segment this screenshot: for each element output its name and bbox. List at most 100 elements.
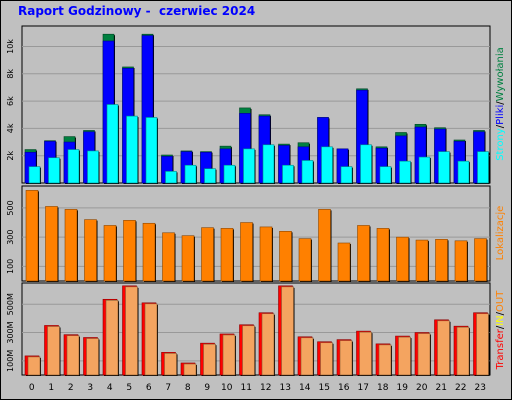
bar-strony-fill [28, 166, 41, 184]
y-tick-label: 6k [6, 96, 15, 106]
bar-transfer-out-fill [86, 338, 99, 376]
bar-lokalizacje-fill [240, 222, 253, 282]
bar-lokalizacje-fill [84, 219, 97, 282]
bar-lokalizacje [435, 239, 449, 282]
bar-strony-fill [399, 160, 411, 184]
bar-strony-fill [87, 150, 99, 184]
bar-strony-fill [145, 117, 158, 184]
x-tick-label: 21 [436, 383, 447, 393]
bar-lokalizacje [357, 225, 371, 282]
bar-lokalizacje-fill [454, 240, 468, 282]
bar-lokalizacje [64, 209, 78, 282]
bar-strony [106, 104, 119, 184]
bar-strony [67, 149, 80, 184]
bar-transfer-out-fill [27, 356, 41, 376]
bar-transfer-out-fill [144, 303, 158, 376]
bar-lokalizacje-fill [474, 238, 487, 282]
bar-transfer-out-fill [456, 326, 470, 376]
bar-strony-fill [243, 148, 255, 184]
bar-strony-fill [321, 146, 333, 184]
bar-lokalizacje-fill [396, 236, 409, 282]
bar-transfer-out-fill [47, 326, 60, 376]
bar-transfer-out [261, 313, 275, 376]
x-tick-label: 7 [165, 383, 171, 393]
bar-lokalizacje-fill [435, 239, 448, 282]
bar-lokalizacje [298, 238, 312, 282]
bar-lokalizacje-fill [415, 239, 429, 282]
bar-lokalizacje [396, 236, 410, 282]
bar-transfer-out [27, 356, 41, 376]
x-tick-label: 22 [455, 383, 466, 393]
legend-bottom-part: IN [495, 315, 506, 325]
bar-lokalizacje-fill [318, 209, 331, 282]
bar-strony [87, 150, 100, 184]
bar-strony [399, 160, 412, 184]
bar-lokalizacje-fill [259, 226, 273, 282]
bar-strony-fill [204, 168, 216, 184]
bar-lokalizacje [415, 239, 429, 282]
bar-strony [126, 115, 139, 184]
bar-transfer-out-fill [417, 333, 431, 376]
bar-lokalizacje [25, 190, 39, 282]
x-tick-label: 19 [397, 383, 409, 393]
bar-lokalizacje [454, 240, 468, 282]
bar-lokalizacje [45, 206, 59, 282]
bar-lokalizacje [162, 232, 176, 282]
bar-lokalizacje [240, 222, 254, 282]
bar-lokalizacje-fill [357, 225, 370, 282]
y-tick-label: 100M [6, 350, 15, 372]
legend-bottom-part: Transfer [495, 328, 506, 370]
bar-lokalizacje-fill [201, 227, 214, 282]
bar-transfer-out [86, 338, 100, 376]
bar-strony-fill [48, 157, 60, 184]
bar-strony-fill [106, 104, 119, 184]
bar-lokalizacje-fill [181, 235, 195, 282]
panel-bottom-frame [21, 282, 491, 376]
bar-transfer-out [281, 286, 295, 376]
bar-lokalizacje-fill [103, 225, 117, 282]
bar-lokalizacje-fill [220, 228, 234, 282]
bar-strony [165, 171, 178, 184]
bar-strony [360, 144, 373, 184]
bar-strony-fill [379, 166, 392, 184]
bar-transfer-out-fill [378, 344, 392, 376]
bar-lokalizacje-fill [337, 242, 351, 282]
bar-strony [184, 164, 197, 184]
bar-strony-fill [360, 144, 372, 184]
bar-lokalizacje-fill [45, 206, 58, 282]
bar-transfer-out [47, 326, 61, 376]
bar-strony [223, 164, 236, 184]
legend-top-part: / [495, 101, 506, 105]
bar-transfer-out-fill [222, 334, 236, 376]
bar-transfer-out [339, 340, 353, 376]
bar-lokalizacje-fill [279, 231, 292, 282]
x-tick-label: 8 [185, 383, 191, 393]
bar-lokalizacje [142, 222, 156, 282]
bar-transfer-out-fill [476, 313, 489, 376]
bar-transfer-out [320, 342, 334, 376]
bar-transfer-out [300, 337, 314, 376]
bar-transfer-out-fill [105, 299, 119, 376]
legend-top-part: Wywołania [495, 47, 506, 101]
legend-bottom: Transfer/IN/OUT [495, 290, 506, 371]
bar-lokalizacje-fill [298, 238, 312, 282]
bar-strony-fill [301, 160, 314, 184]
bar-lokalizacje-fill [162, 232, 175, 282]
bar-strony [477, 151, 490, 184]
bar-strony-fill [418, 156, 431, 184]
bar-strony [243, 148, 256, 184]
bar-strony-fill [282, 164, 294, 184]
legend-top-part: / [495, 124, 506, 128]
bar-transfer-out [125, 286, 139, 376]
bar-transfer-out [378, 344, 392, 376]
bar-transfer-out [222, 334, 236, 376]
chart-title: Raport Godzinowy - czerwiec 2024 [18, 4, 256, 18]
bar-strony [457, 160, 470, 184]
bar-strony [262, 144, 275, 184]
bar-transfer-out-fill [203, 343, 216, 376]
bar-strony [301, 160, 314, 184]
bar-lokalizacje [337, 242, 351, 282]
legend-bottom-part: / [495, 325, 506, 329]
bar-strony-fill [67, 149, 80, 184]
bar-lokalizacje-fill [376, 228, 390, 282]
